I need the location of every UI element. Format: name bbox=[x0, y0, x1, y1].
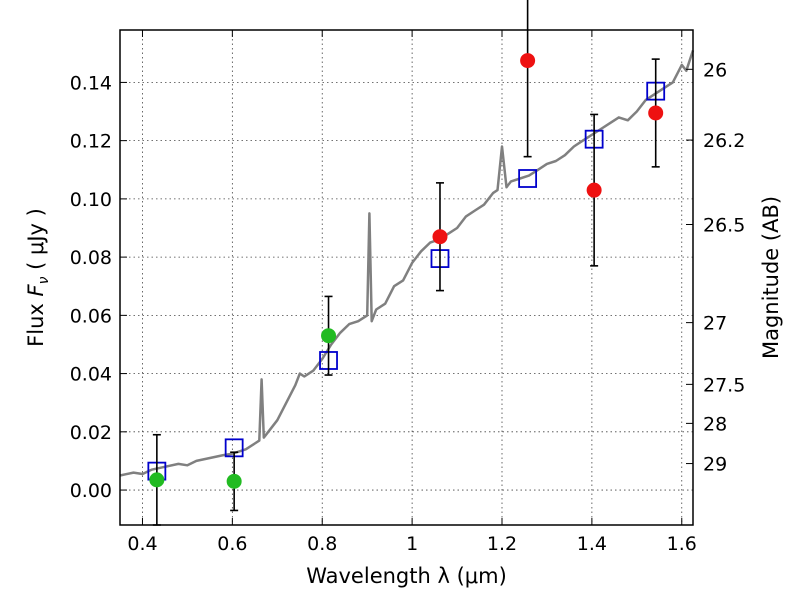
observed-point bbox=[648, 105, 664, 121]
right-tick-label: 26 bbox=[703, 59, 727, 81]
x-tick-label: 1.2 bbox=[487, 533, 517, 555]
model-box bbox=[518, 169, 538, 188]
y-label-symbol: F bbox=[24, 284, 48, 297]
observed-point bbox=[226, 473, 242, 489]
x-tick-label: 1.6 bbox=[667, 533, 697, 555]
axis-ticks: 0.4 0.6 0.8 1 1.2 1.4 1.6 0.00 0.02 0.04 0.06 0.08 0… bbox=[70, 30, 745, 555]
observed-points bbox=[149, 53, 664, 489]
y-tick-label: 0.02 bbox=[70, 422, 112, 444]
y-tick-label: 0.00 bbox=[70, 480, 112, 502]
plot-frame bbox=[119, 29, 694, 526]
y-tick-label: 0.10 bbox=[70, 189, 112, 211]
right-tick-label: 26.2 bbox=[703, 130, 745, 152]
model-spectrum bbox=[119, 50, 695, 477]
observed-point bbox=[520, 53, 536, 69]
y-label-subscript: ν bbox=[36, 276, 52, 284]
observed-point bbox=[321, 328, 337, 344]
y-tick-label: 0.14 bbox=[70, 72, 112, 94]
x-tick-label: 1 bbox=[406, 533, 418, 555]
y-label-unit: ( μJy ) bbox=[24, 208, 48, 276]
observed-point bbox=[586, 182, 602, 198]
right-axis-label: Magnitude (AB) bbox=[759, 196, 783, 359]
x-tick-label: 1.4 bbox=[577, 533, 607, 555]
right-tick-label: 27.5 bbox=[703, 374, 745, 396]
x-tick-label: 0.8 bbox=[307, 533, 337, 555]
error-bars bbox=[152, 0, 660, 526]
y-tick-label: 0.08 bbox=[70, 247, 112, 269]
right-tick-label: 29 bbox=[703, 454, 727, 476]
model-box-markers bbox=[147, 81, 666, 481]
x-tick-label: 0.6 bbox=[217, 533, 247, 555]
observed-point bbox=[432, 229, 448, 245]
right-tick-label: 28 bbox=[703, 413, 727, 435]
right-tick-label: 27 bbox=[703, 313, 727, 335]
y-tick-label: 0.04 bbox=[70, 364, 112, 386]
x-axis-label: Wavelength λ (μm) bbox=[306, 564, 507, 588]
spectrum-line bbox=[119, 50, 695, 477]
y-axis-label: Flux Fν ( μJy ) bbox=[24, 208, 52, 347]
y-tick-label: 0.12 bbox=[70, 131, 112, 153]
y-tick-label: 0.06 bbox=[70, 305, 112, 327]
grid-lines bbox=[120, 30, 693, 525]
y-label-flux: Flux bbox=[24, 297, 48, 347]
right-tick-label: 26.5 bbox=[703, 215, 745, 237]
observed-point bbox=[149, 472, 165, 488]
x-tick-label: 0.4 bbox=[127, 533, 157, 555]
